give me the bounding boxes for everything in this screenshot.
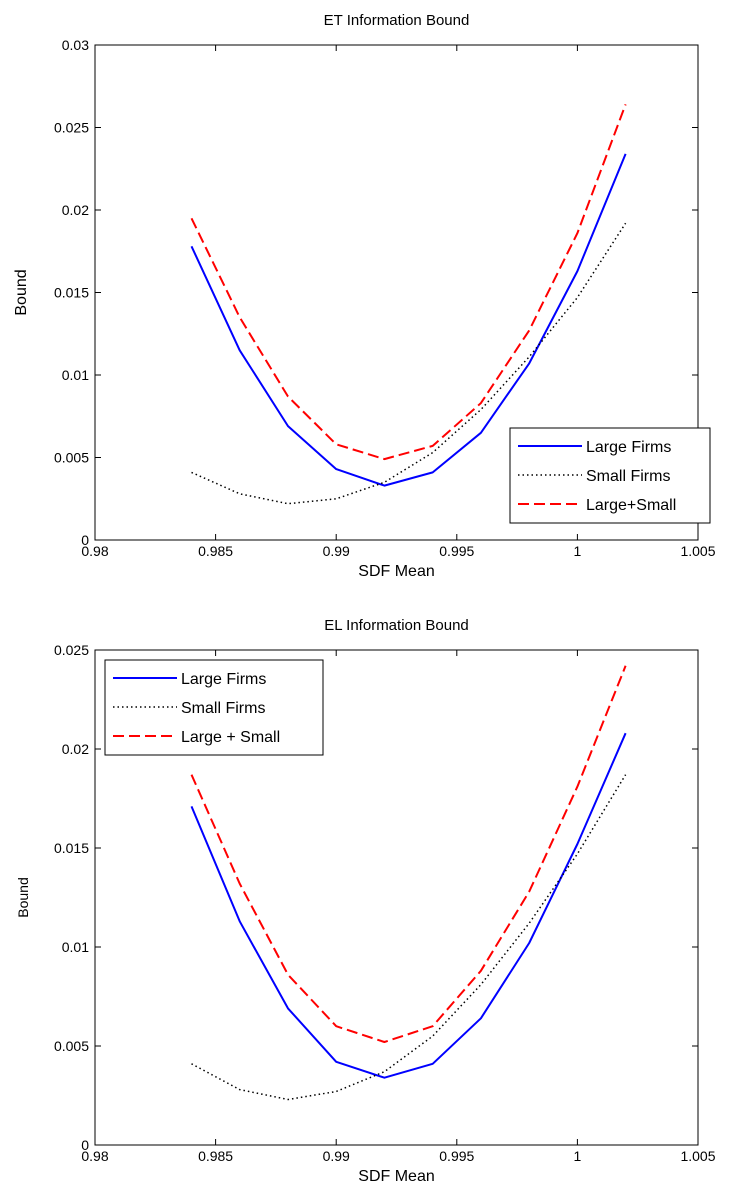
- et-bound-chart: 0.98 0.985 0.99 0.995 1 1.005 0 0.005 0.01 0.015 0…: [13, 12, 716, 580]
- y-tick-label: 0.005: [54, 450, 89, 466]
- y-tick-label: 0.01: [62, 939, 89, 955]
- x-tick-label: 0.985: [198, 543, 233, 559]
- x-tick-label: 1.005: [680, 1148, 715, 1164]
- x-tick-label: 0.98: [81, 543, 108, 559]
- legend: Large Firms Small Firms Large+Small: [509, 427, 711, 524]
- x-tick-label: 0.985: [198, 1148, 233, 1164]
- el-bound-chart: 0.98 0.985 0.99 0.995 1 1.005 0 0.005 0.01 0.015 0…: [15, 617, 716, 1185]
- x-axis-label: SDF Mean: [358, 563, 434, 580]
- legend-label: Small Firms: [181, 700, 265, 717]
- legend-label: Large Firms: [586, 439, 671, 456]
- legend-label: Large + Small: [181, 729, 280, 746]
- legend-box: [509, 427, 711, 524]
- legend: Large Firms Small Firms Large + Small: [104, 659, 324, 756]
- y-tick-label: 0.02: [62, 741, 89, 757]
- series-line-small-firms: [191, 774, 627, 1101]
- x-tick-label: 0.98: [81, 1148, 108, 1164]
- legend-label: Large+Small: [586, 497, 676, 514]
- y-tick-label: 0.02: [62, 202, 89, 218]
- x-tick-label: 1.005: [680, 543, 715, 559]
- x-tick-label: 1: [574, 543, 582, 559]
- y-tick-label: 0.03: [62, 37, 89, 53]
- y-tick-label: 0.025: [54, 120, 89, 136]
- y-axis-label: Bound: [15, 877, 31, 917]
- series-line-large-plus-small: [190, 665, 627, 1043]
- y-tick-label: 0: [81, 1137, 89, 1153]
- legend-label: Large Firms: [181, 671, 266, 688]
- x-tick-label: 0.99: [323, 543, 350, 559]
- series-line-large-firms: [190, 732, 627, 1079]
- series-line-large-firms: [190, 153, 627, 487]
- x-tick-label: 0.995: [439, 1148, 474, 1164]
- x-tick-label: 1: [574, 1148, 582, 1164]
- x-tick-label: 0.995: [439, 543, 474, 559]
- chart-title: ET Information Bound: [324, 12, 470, 29]
- y-axis-label: Bound: [13, 269, 30, 315]
- y-tick-label: 0.025: [54, 642, 89, 658]
- y-tick-label: 0: [81, 532, 89, 548]
- y-tick-label: 0.015: [54, 840, 89, 856]
- y-tick-label: 0.015: [54, 285, 89, 301]
- x-tick-label: 0.99: [323, 1148, 350, 1164]
- y-tick-label: 0.005: [54, 1038, 89, 1054]
- y-tick-label: 0.01: [62, 367, 89, 383]
- series-line-large-plus-small: [190, 104, 627, 461]
- series-line-small-firms: [191, 222, 627, 505]
- chart-title: EL Information Bound: [324, 617, 469, 634]
- legend-label: Small Firms: [586, 468, 670, 485]
- x-axis-label: SDF Mean: [358, 1168, 434, 1185]
